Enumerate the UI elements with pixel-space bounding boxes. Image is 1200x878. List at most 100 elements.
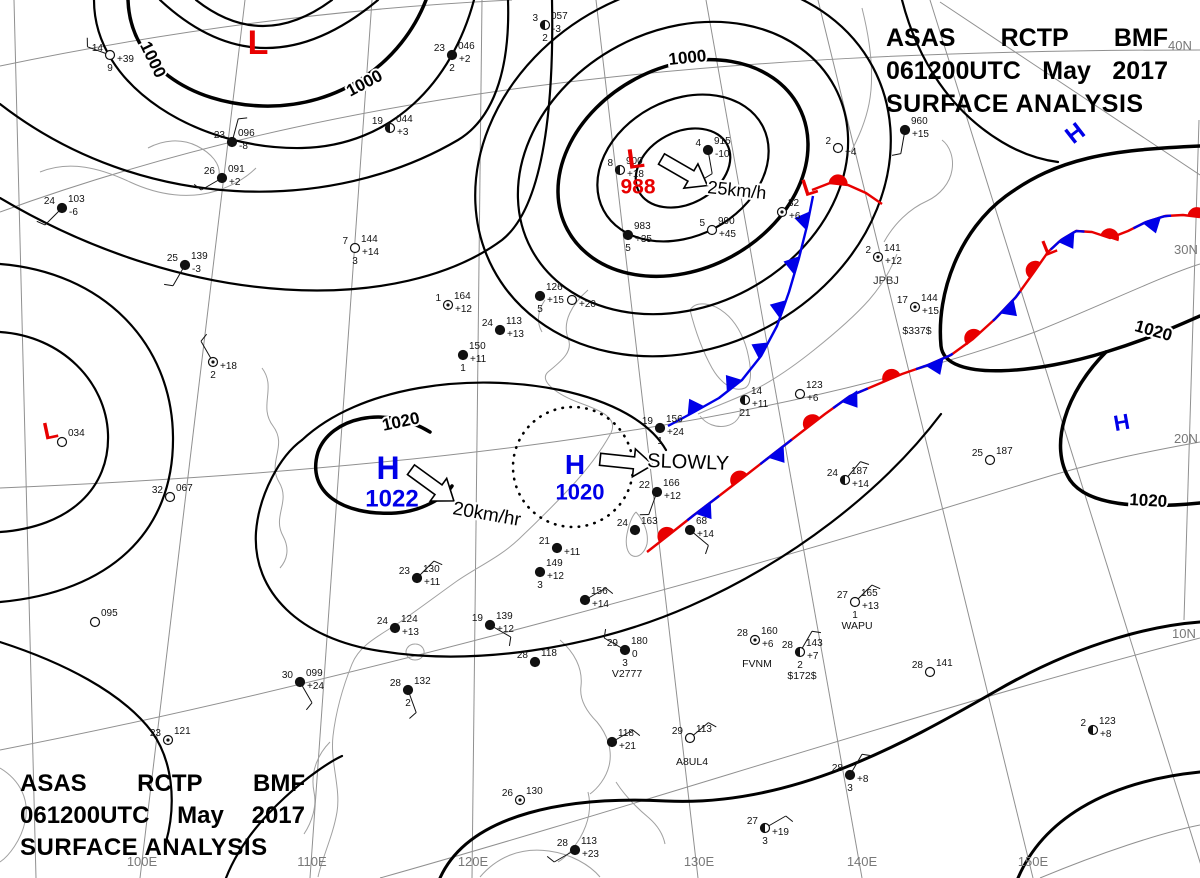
station-value: 28 <box>737 628 749 639</box>
meridian-line <box>595 0 699 878</box>
station-value: 144 <box>361 234 378 245</box>
warm-front-semicircle <box>730 470 748 487</box>
station-plot: 21 +11 <box>539 536 581 558</box>
meridian-line <box>929 0 1200 864</box>
station-value: 28 <box>832 763 844 774</box>
wind-barb-tick <box>409 712 417 719</box>
station-value: +18 <box>627 169 644 180</box>
station-value: 4 <box>695 138 701 149</box>
longitude-label: 140E <box>847 854 878 869</box>
cold-front-triangle <box>841 390 858 408</box>
high-center-symbol: H <box>1060 118 1090 150</box>
station-value: 28 <box>390 678 402 689</box>
station-value: 2 <box>405 698 411 709</box>
cold-front-triangle <box>999 298 1017 317</box>
latitude-label: 40N <box>1168 38 1192 53</box>
station-value: 113 <box>581 836 597 847</box>
station-plot: 19 044 +3 <box>372 114 413 138</box>
station-value: 130 <box>526 786 543 797</box>
station-value: 27 <box>837 590 849 601</box>
station-symbol <box>924 666 936 678</box>
meridian-line <box>13 0 37 878</box>
station-value: 23 <box>150 728 162 739</box>
station-value: 28 <box>517 650 529 661</box>
movement-annotation: 20km/hr <box>451 498 523 531</box>
station-plot: 960+15 <box>891 116 929 156</box>
station-value: 118 <box>618 728 634 739</box>
station-value: +45 <box>719 229 736 240</box>
wind-barb-tick <box>861 753 871 757</box>
station-value: 32 <box>788 198 800 209</box>
station-symbol-dot <box>913 305 917 309</box>
isobar <box>938 144 1200 373</box>
isobar <box>0 640 173 844</box>
station-plot: 28 141 <box>912 658 953 678</box>
coastline <box>850 7 873 153</box>
longitude-label: 150E <box>1018 854 1049 869</box>
station-value: +15 <box>912 129 929 140</box>
station-value: +13 <box>402 627 419 638</box>
station-value: -8 <box>239 141 248 152</box>
station-value: 165 <box>861 588 878 599</box>
station-value: +11 <box>424 577 441 588</box>
station-plot: 150 +11 1 <box>457 341 487 374</box>
cold-front-triangle <box>794 211 811 231</box>
station-value: 26 <box>502 788 514 799</box>
title-line-1: ASAS RCTP BMF <box>20 768 305 800</box>
station-value: 26 <box>204 166 216 177</box>
station-value: 141 <box>936 658 953 669</box>
latitude-label: 30N <box>1174 242 1198 257</box>
isobar-ring <box>474 0 892 358</box>
station-plot: 32+6 <box>776 198 801 222</box>
wind-barb-tick <box>891 153 901 156</box>
station-plot: 24 124 +13 <box>377 614 420 638</box>
isobar <box>0 330 110 534</box>
station-value: 960 <box>911 116 928 127</box>
station-value: +6 <box>762 639 774 650</box>
station-plot: 983 +35 5 <box>622 221 652 254</box>
parallel-line <box>0 263 1200 489</box>
isobar <box>1058 350 1200 508</box>
coastline <box>147 140 220 177</box>
station-value: 5 <box>699 218 705 229</box>
station-plot: 2 +4 <box>825 136 856 158</box>
title-line-1: ASAS RCTP BMF <box>886 22 1168 55</box>
station-plot: 28 118 <box>517 648 557 668</box>
station-value: +39 <box>117 54 134 65</box>
high-center-symbol: H <box>565 449 585 480</box>
station-value: -3 <box>552 24 561 35</box>
station-plot: 27 +19 3 <box>747 815 794 847</box>
station-symbol <box>551 542 563 554</box>
station-symbol <box>534 290 546 302</box>
cold-front-triangle <box>725 374 743 393</box>
wind-barb-tick <box>508 636 512 646</box>
station-value: 14 <box>92 43 104 54</box>
station-identifier: $337$ <box>902 325 931 337</box>
station-symbol <box>984 454 996 466</box>
title-line-3: SURFACE ANALYSIS <box>20 834 268 861</box>
station-value: +8 <box>1100 729 1112 740</box>
station-symbol-half <box>1088 725 1093 735</box>
station-symbol-dot <box>166 738 170 742</box>
low-center-symbol: L <box>625 142 646 175</box>
station-value: +12 <box>547 571 564 582</box>
station-symbol <box>349 242 361 254</box>
station-value: 126 <box>546 282 563 293</box>
parallel-line <box>379 637 1200 878</box>
station-value: 7 <box>342 236 348 247</box>
wind-barb-tick <box>708 722 717 728</box>
cold-front-triangle <box>769 300 787 319</box>
station-symbol <box>494 324 506 336</box>
station-value: 099 <box>306 668 323 679</box>
station-symbol <box>684 524 696 536</box>
station-value: 22 <box>639 480 651 491</box>
station-symbol <box>622 229 634 241</box>
station-symbol-dot <box>518 798 522 802</box>
station-symbol <box>844 769 856 781</box>
station-value: 143 <box>806 638 823 649</box>
warm-front-semicircle <box>657 527 675 543</box>
high-center-symbol: H <box>376 450 399 486</box>
station-plot: 24 103 -6 <box>36 194 85 226</box>
station-value: 044 <box>396 114 413 125</box>
